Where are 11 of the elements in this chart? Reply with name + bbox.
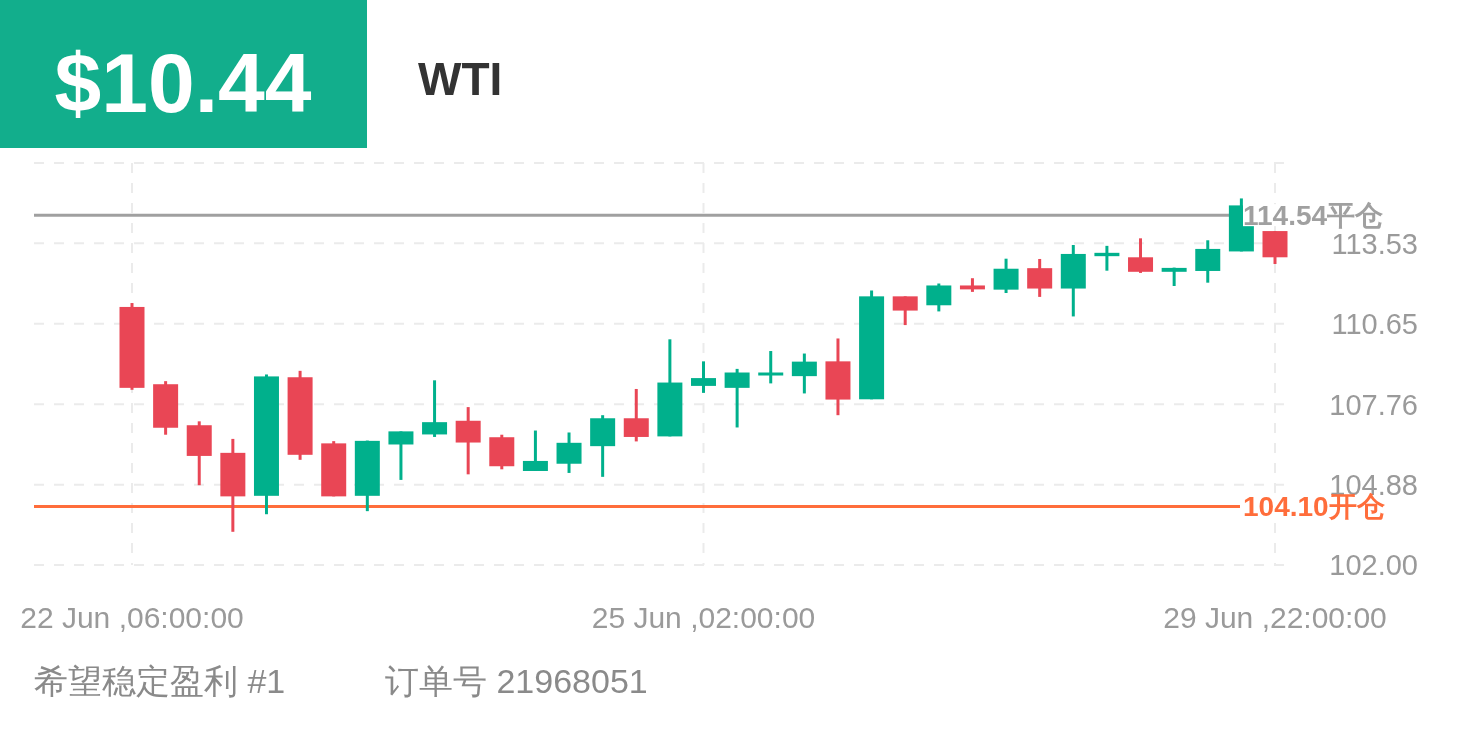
x-tick-label: 22 Jun ,06:00:00 xyxy=(20,601,244,634)
chart-title: WTI xyxy=(418,53,503,105)
y-tick-label: 102.00 xyxy=(1329,549,1418,582)
text: 订单号 21968051 xyxy=(385,662,648,700)
y-tick-label: 107.76 xyxy=(1329,388,1418,421)
ref-line-label: 114.54平仓 xyxy=(1243,200,1384,232)
y-tick-label: 110.65 xyxy=(1331,308,1418,341)
text: $10.44 xyxy=(54,36,312,130)
x-tick-label: 25 Jun ,02:00:00 xyxy=(591,601,816,634)
text: 希望稳定盈利 #1 xyxy=(34,662,286,700)
x-tick-label: 29 Jun ,22:00:00 xyxy=(1163,601,1387,634)
